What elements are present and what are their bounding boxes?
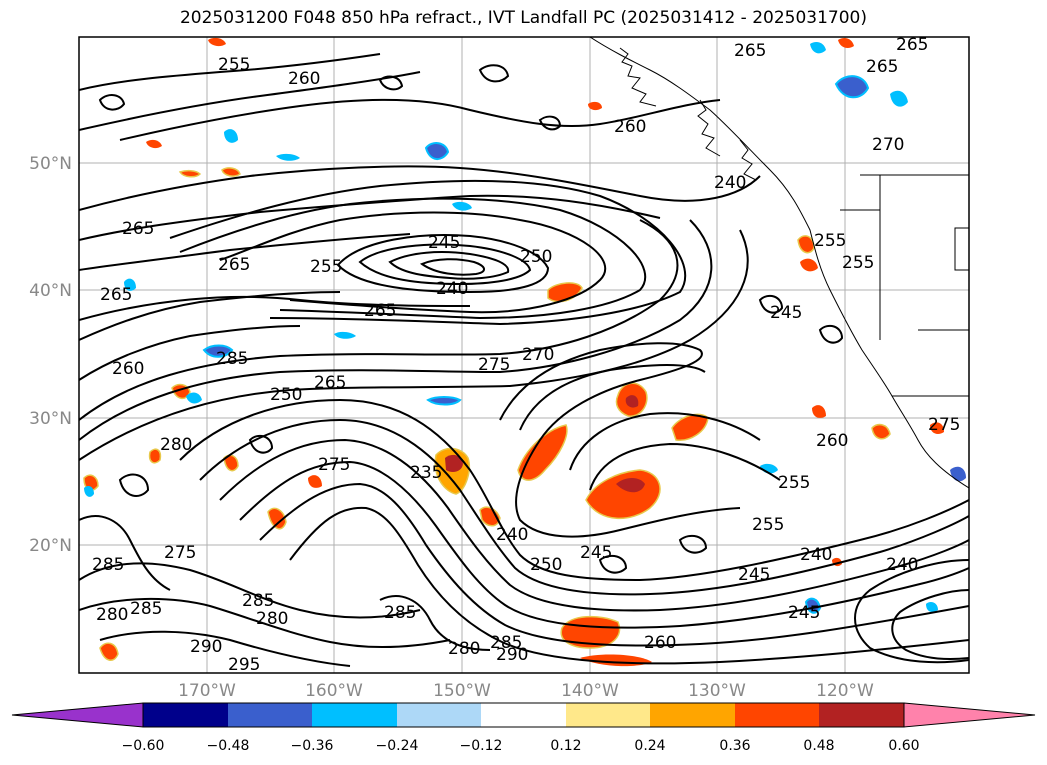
contour-label: 250 [270, 385, 302, 405]
contour-label: 245 [788, 603, 820, 623]
coastline [589, 37, 969, 489]
contour-label: 265 [100, 285, 132, 305]
contour-label: 280 [448, 639, 480, 659]
colorbar-tick: 0.48 [803, 738, 834, 754]
lon-label: 170°W [178, 681, 236, 701]
colorbar-segment [143, 703, 228, 727]
contour-label: 240 [886, 555, 918, 575]
colorbar-tick: −0.60 [122, 738, 165, 754]
colorbar: −0.60 −0.48 −0.36 −0.24 −0.12 0.12 0.24 … [11, 702, 1036, 754]
contour-label: 285 [216, 349, 248, 369]
lon-label: 130°W [688, 681, 746, 701]
colorbar-tick: −0.48 [207, 738, 250, 754]
contour-label: 280 [96, 605, 128, 625]
contour-label: 290 [496, 645, 528, 665]
contour-label: 245 [738, 565, 770, 585]
contour-label: 260 [112, 359, 144, 379]
contour-label: 255 [310, 257, 342, 277]
contour-label: 265 [734, 41, 766, 61]
negative-anomaly-patches [84, 42, 966, 614]
contour-label: 280 [160, 435, 192, 455]
contour-label: 240 [800, 545, 832, 565]
contour-label: 285 [384, 603, 416, 623]
contour-label: 265 [896, 35, 928, 55]
longitude-labels: 170°W 160°W 150°W 140°W 130°W 120°W [178, 681, 874, 701]
contour-label: 240 [714, 173, 746, 193]
colorbar-segment [735, 703, 819, 727]
contour-label: 255 [778, 473, 810, 493]
lon-label: 120°W [816, 681, 874, 701]
contour-label: 285 [92, 555, 124, 575]
contour-label: 265 [122, 219, 154, 239]
lat-label: 20°N [29, 536, 72, 556]
contour-label: 270 [522, 345, 554, 365]
contour-label: 260 [288, 69, 320, 89]
map-title: 2025031200 F048 850 hPa refract., IVT La… [179, 8, 867, 28]
colorbar-tick: 0.36 [719, 738, 750, 754]
contour-label: 275 [478, 355, 510, 375]
contour-labels: 255 260 265 265 265 265 265 265 245 240 … [92, 35, 960, 675]
colorbar-tick: 0.24 [634, 738, 665, 754]
lat-label: 40°N [29, 281, 72, 301]
contour-label: 240 [496, 525, 528, 545]
contour-label: 285 [490, 633, 522, 653]
contour-label: 285 [242, 591, 274, 611]
colorbar-segment [481, 703, 566, 727]
colorbar-segment [312, 703, 397, 727]
contour-label: 250 [530, 555, 562, 575]
colorbar-extend-left [11, 702, 144, 728]
contour-label: 255 [752, 515, 784, 535]
contour-label: 245 [580, 543, 612, 563]
lat-label: 50°N [29, 154, 72, 174]
contour-label: 265 [866, 57, 898, 77]
colorbar-outline [142, 702, 905, 728]
contour-label: 290 [190, 637, 222, 657]
colorbar-segment [566, 703, 650, 727]
contour-label: 245 [428, 233, 460, 253]
colorbar-segment [650, 703, 735, 727]
colorbar-tick: −0.24 [376, 738, 419, 754]
plot-frame [78, 36, 970, 674]
contour-label: 275 [164, 543, 196, 563]
contour-label: 275 [928, 415, 960, 435]
contour-label: 265 [218, 255, 250, 275]
colorbar-tick: 0.12 [550, 738, 581, 754]
colorbar-tick: −0.12 [460, 738, 503, 754]
contour-label: 240 [436, 279, 468, 299]
lon-label: 140°W [561, 681, 619, 701]
contour-label: 285 [130, 599, 162, 619]
contour-label: 255 [842, 253, 874, 273]
contour-label: 245 [770, 303, 802, 323]
contour-label: 280 [256, 609, 288, 629]
colorbar-extend-right [903, 702, 1036, 728]
contour-label: 265 [314, 373, 346, 393]
contour-label: 295 [228, 655, 260, 675]
contour-label: 255 [814, 231, 846, 251]
lat-label: 30°N [29, 409, 72, 429]
contour-label: 270 [872, 135, 904, 155]
contour-label: 255 [218, 55, 250, 75]
latitude-labels: 50°N 40°N 30°N 20°N [29, 154, 72, 556]
contour-label: 260 [644, 633, 676, 653]
contour-label: 250 [520, 247, 552, 267]
contour-label: 275 [318, 455, 350, 475]
contour-label: 235 [410, 463, 442, 483]
colorbar-tick: 0.60 [888, 738, 919, 754]
lon-label: 160°W [305, 681, 363, 701]
colorbar-segment [228, 703, 312, 727]
colorbar-tick: −0.36 [291, 738, 334, 754]
refractivity-contours [79, 53, 969, 667]
colorbar-segment [819, 703, 904, 727]
lon-label: 150°W [433, 681, 491, 701]
contour-label: 260 [816, 431, 848, 451]
contour-label: 265 [364, 301, 396, 321]
contour-label: 260 [614, 117, 646, 137]
colorbar-segment [397, 703, 481, 727]
